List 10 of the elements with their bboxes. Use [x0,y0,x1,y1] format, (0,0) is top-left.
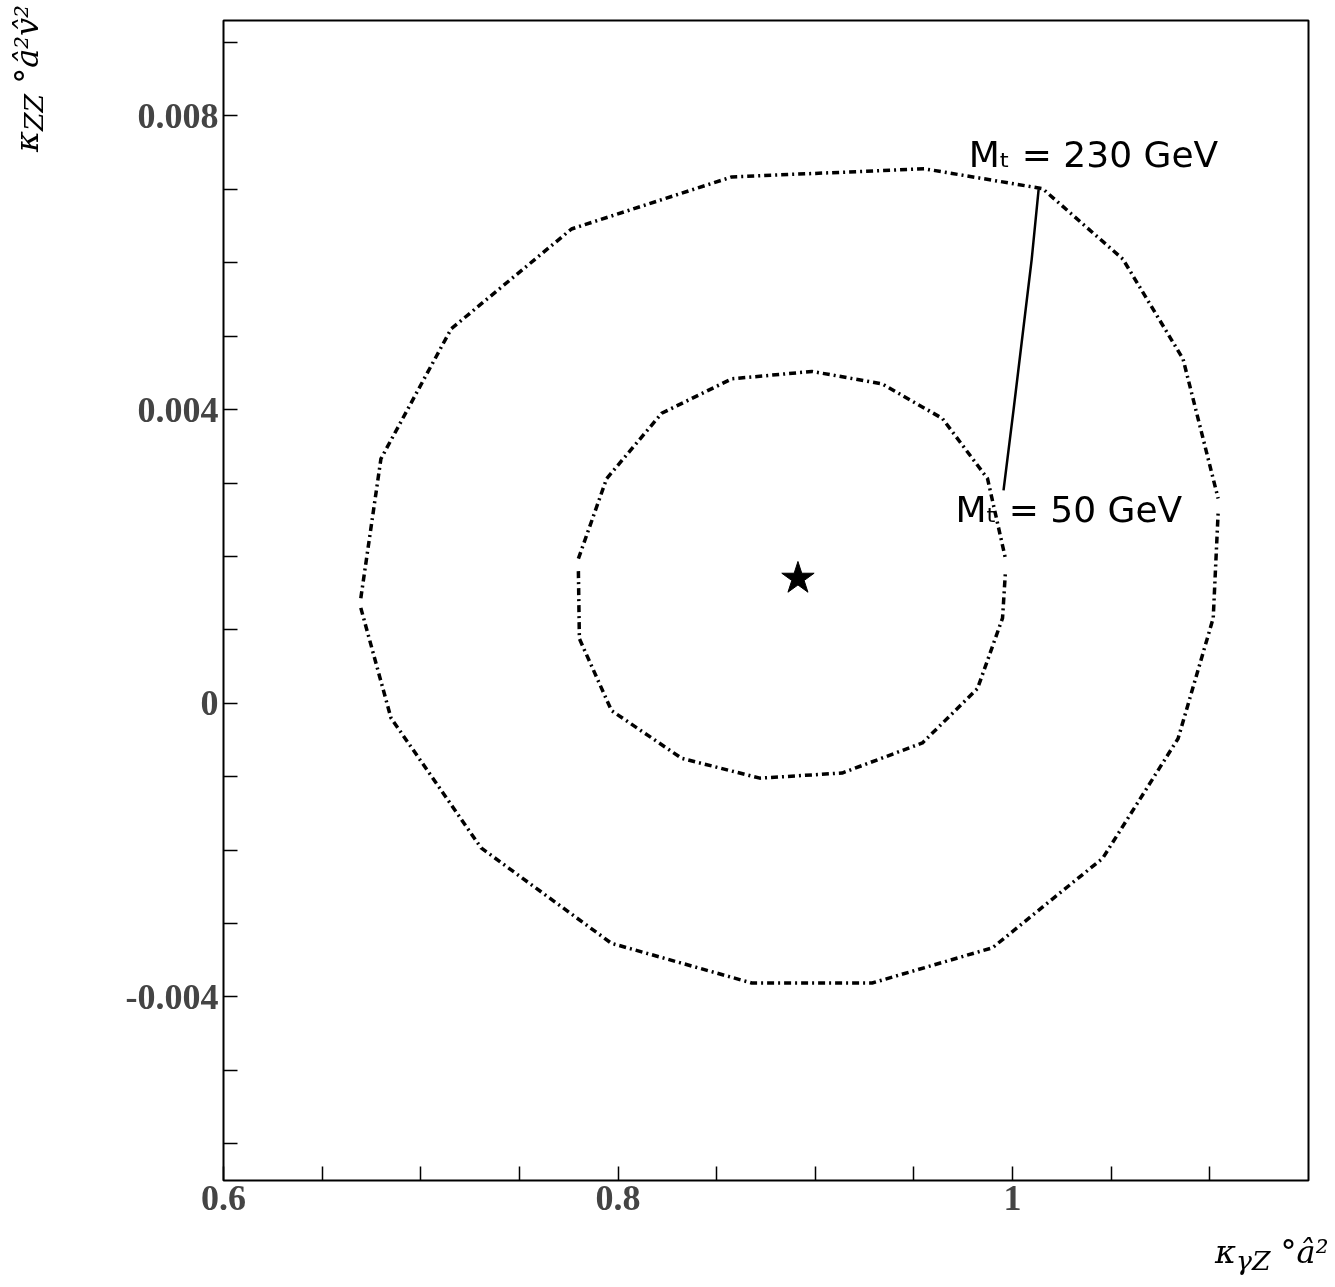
y-tick-label: 0.004 [137,389,219,430]
x-tick-label: 0.8 [595,1177,641,1218]
y-tick-label: 0.008 [137,95,219,136]
x-tick-label: 1 [1003,1177,1022,1218]
y-tick-label: -0.004 [125,976,219,1017]
y-tick-label: 0 [200,683,219,724]
annotation: Mₜ = 230 GeV [968,134,1219,176]
x-axis-title: κ$_{γZ}$ °â² [1213,1233,1329,1279]
x-tick-label: 0.6 [201,1177,246,1218]
annotation: Mₜ = 50 GeV [955,489,1183,531]
